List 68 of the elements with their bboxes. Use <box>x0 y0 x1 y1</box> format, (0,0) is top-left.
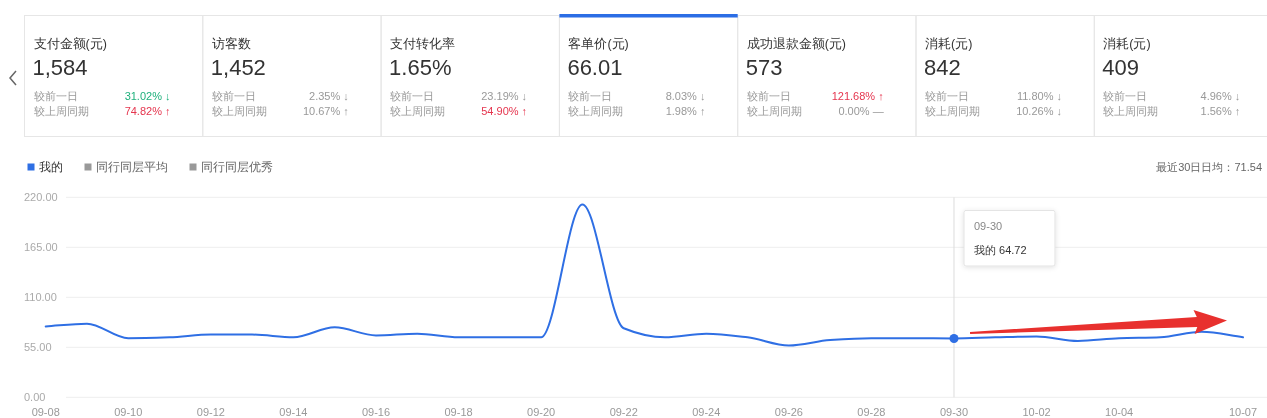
category-label: 较前一日 <box>390 90 435 102</box>
x-tick-label: 09-16 <box>361 406 391 418</box>
text: 1.65% <box>389 55 452 80</box>
category-label: 较上周同期 <box>33 105 89 117</box>
text: 4.96% ↓ <box>1200 90 1241 102</box>
text: 10.67% ↑ <box>302 105 349 117</box>
x-tick-label: 09-24 <box>692 406 721 418</box>
annotation: 我的 64.72 <box>974 244 1027 257</box>
category-label: 较上周同期 <box>746 105 802 117</box>
text: 10.26% ↓ <box>1016 105 1062 117</box>
text: 121.68% ↑ <box>831 90 884 102</box>
text: 23.19% ↓ <box>481 90 528 102</box>
y-tick-label: 55.00 <box>24 341 52 354</box>
category-label: 较上周同期 <box>211 105 267 117</box>
x-tick-label: 09-08 <box>31 406 60 418</box>
x-tick-label: 10-07 <box>1228 406 1258 418</box>
x-tick-label: 10-04 <box>1105 406 1134 418</box>
text: 消耗(元) <box>1103 37 1151 51</box>
x-tick-label: 09-10 <box>114 406 143 418</box>
category-label: 较上周同期 <box>925 105 980 117</box>
text: 66.01 <box>567 55 623 80</box>
text: 573 <box>745 55 783 80</box>
y-tick-label: 220.00 <box>24 191 58 204</box>
category-label: 较前一日 <box>925 90 969 102</box>
x-tick-label: 09-30 <box>939 406 969 418</box>
text: 1.56% ↑ <box>1200 105 1241 117</box>
x-tick-label: 10-02 <box>1022 406 1051 418</box>
category-label: 较上周同期 <box>1103 105 1159 117</box>
category-label: 较前一日 <box>33 90 78 102</box>
text: 访客数 <box>211 36 251 51</box>
category-label: 较前一日 <box>211 90 256 102</box>
category-label: 较上周同期 <box>390 105 446 117</box>
text: 1.98% ↑ <box>665 105 706 117</box>
legend-label: 同行同层优秀 <box>200 161 273 173</box>
category-label: 较前一日 <box>1103 90 1148 102</box>
annotation: 09-30 <box>974 220 1003 233</box>
x-tick-label: 09-12 <box>196 406 225 418</box>
category-label: 较上周同期 <box>568 105 624 117</box>
category-label: 较前一日 <box>746 90 791 102</box>
y-tick-label: 110.00 <box>24 291 57 304</box>
text: 0.00% — <box>838 105 884 117</box>
text: 11.80% ↓ <box>1016 90 1062 102</box>
category-label: 较前一日 <box>568 90 613 102</box>
text: 2.35% ↓ <box>309 90 349 102</box>
text: 客单价(元) <box>568 36 629 51</box>
text: 31.02% ↓ <box>124 90 171 102</box>
text: 8.03% ↓ <box>665 90 706 102</box>
x-tick-label: 09-22 <box>609 406 638 418</box>
legend-label: 同行同层平均 <box>95 161 168 173</box>
x-tick-label: 09-18 <box>444 406 473 418</box>
text: 支付转化率 <box>390 36 456 51</box>
x-tick-label: 09-26 <box>774 406 803 418</box>
text: 最近30日日均：71.54 <box>1156 161 1262 173</box>
text: 54.90% ↑ <box>481 105 528 117</box>
x-tick-label: 09-28 <box>857 406 886 418</box>
legend-label: 我的 <box>38 161 63 173</box>
text: 支付金额(元) <box>33 37 107 51</box>
text: 74.82% ↑ <box>124 105 171 117</box>
text: 409 <box>1102 55 1140 80</box>
x-tick-label: 09-20 <box>527 406 556 418</box>
y-tick-label: 0.00 <box>24 391 46 404</box>
text: 842 <box>924 55 961 80</box>
x-tick-label: 09-14 <box>279 406 308 418</box>
text: 成功退款金额(元) <box>746 37 847 51</box>
text: 1,584 <box>32 55 88 80</box>
y-tick-label: 165.00 <box>24 241 58 254</box>
text: 1,452 <box>210 55 266 80</box>
text: 消耗(元) <box>925 37 973 51</box>
